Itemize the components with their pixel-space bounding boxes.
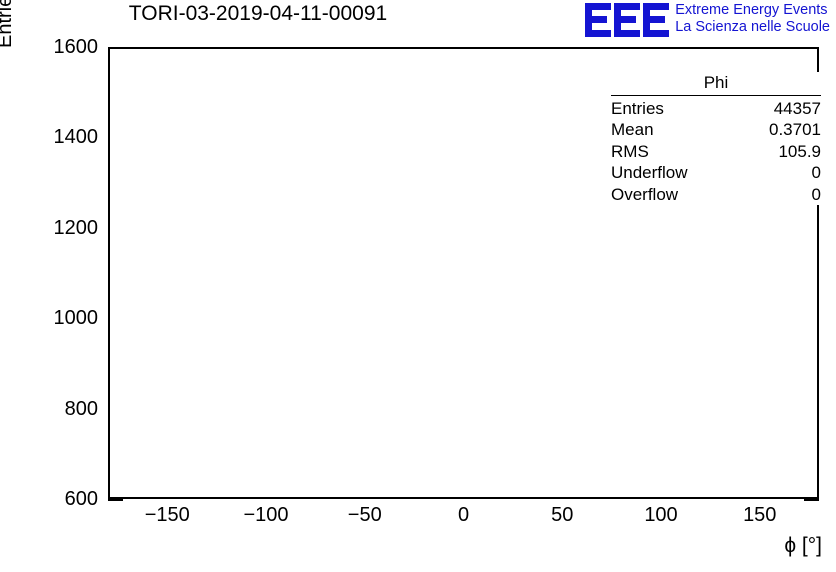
stats-row: Entries 44357 <box>605 98 827 120</box>
eee-logo-line2: La Scienza nelle Scuole <box>675 19 830 35</box>
stats-row: Overflow 0 <box>605 184 827 206</box>
axis-tick <box>804 499 819 501</box>
eee-logo: Extreme Energy Events La Scienza nelle S… <box>585 2 830 37</box>
stats-label: Entries <box>611 98 664 118</box>
y-tick-label: 600 <box>64 488 98 510</box>
stats-label: Underflow <box>611 163 688 182</box>
stats-row: RMS 105.9 <box>605 141 827 163</box>
axis-tick <box>108 499 123 501</box>
eee-logo-mark-icon <box>585 3 670 37</box>
y-tick-label: 1000 <box>53 307 99 330</box>
eee-logo-text: Extreme Energy Events La Scienza nelle S… <box>675 2 830 36</box>
stats-row: Underflow 0 <box>605 162 827 184</box>
stats-label: Mean <box>611 120 654 139</box>
y-tick-label: 1600 <box>53 36 99 58</box>
stats-value: 0 <box>811 184 821 204</box>
stats-value: 105.9 <box>778 141 821 161</box>
x-tick-label: −100 <box>243 504 289 526</box>
y-axis-tick-labels: 600 800 1000 1200 1400 1600 <box>0 37 104 509</box>
y-tick-label: 800 <box>64 397 98 420</box>
stats-title: Phi <box>611 72 821 96</box>
x-axis-title: ϕ [°] <box>784 534 822 557</box>
x-tick-label: 50 <box>551 504 574 526</box>
y-tick-label: 1200 <box>53 216 99 239</box>
x-tick-label: 100 <box>644 504 678 526</box>
x-axis-tick-labels: −150 −100 −50 0 50 100 150 <box>108 500 819 530</box>
x-tick-label: −50 <box>347 504 382 526</box>
stats-row: Mean 0.3701 <box>605 119 827 141</box>
x-tick-label: 0 <box>457 504 470 526</box>
stats-value: 44357 <box>773 98 821 118</box>
x-tick-label: 150 <box>743 504 777 526</box>
stats-value: 0.3701 <box>769 120 821 139</box>
stats-value: 0 <box>811 163 821 182</box>
x-tick-label: −150 <box>144 504 190 526</box>
stats-label: RMS <box>611 141 649 161</box>
stats-label: Overflow <box>611 184 679 204</box>
eee-logo-line1: Extreme Energy Events <box>675 2 828 18</box>
y-axis-title: Entries/bin <box>0 0 16 48</box>
stats-box: Phi Entries 44357 Mean 0.3701 RMS 105.9 Underf… <box>605 72 827 205</box>
y-tick-label: 1400 <box>53 126 99 149</box>
page-title: TORI-03-2019-04-11-00091 <box>128 2 388 25</box>
stats-rows: Entries 44357 Mean 0.3701 RMS 105.9 Underflow 0… <box>605 98 827 206</box>
